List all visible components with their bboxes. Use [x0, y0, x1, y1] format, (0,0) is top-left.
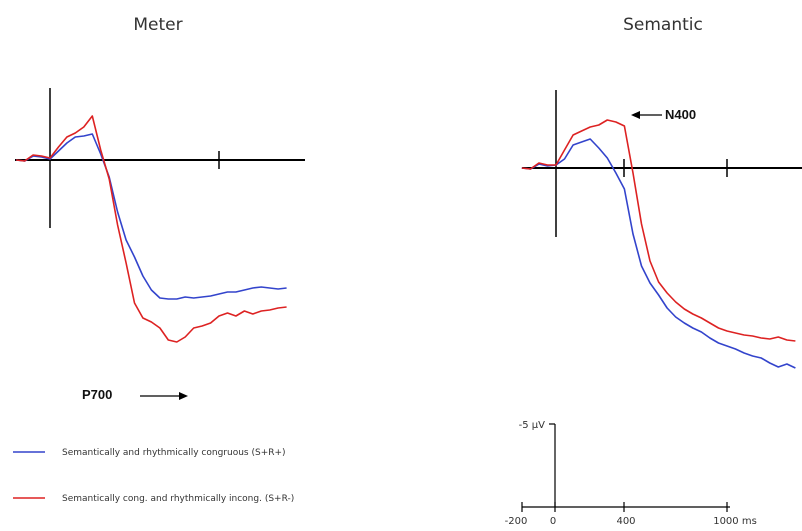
series-line-congruous: [16, 133, 287, 300]
annotation-label: N400: [665, 107, 696, 122]
scale-bar-tick-label: 400: [616, 516, 635, 527]
chart-title: Semantic: [623, 15, 703, 35]
annotation-label: P700: [82, 387, 112, 402]
legend-item: Semantically and rhythmically congruous …: [13, 448, 286, 458]
series-line-incongruous: [16, 115, 287, 343]
chart-title: Meter: [133, 15, 182, 35]
scale-bar-tick-label: 1000 ms: [713, 516, 757, 527]
scale-bar-voltage-label: -5 µV: [519, 420, 546, 431]
scale-bar-tick-label: 0: [550, 516, 556, 527]
scale-bar: -5 µV -200 0 400 1000 ms: [505, 420, 757, 527]
series-line-congruous: [521, 138, 796, 369]
p700-annotation: P700: [82, 387, 188, 402]
legend: Semantically and rhythmically congruous …: [13, 448, 294, 504]
series-layer: [16, 115, 287, 343]
legend-item: Semantically cong. and rhythmically inco…: [13, 494, 294, 504]
legend-label: Semantically and rhythmically congruous …: [62, 448, 286, 458]
meter-panel: Meter P700: [15, 15, 305, 402]
annotation-arrowhead: [631, 111, 640, 119]
series-layer: [521, 119, 796, 369]
semantic-panel: Semantic N400: [521, 15, 802, 369]
n400-annotation: N400: [631, 107, 696, 122]
scale-bar-tick-label: -200: [505, 516, 528, 527]
legend-label: Semantically cong. and rhythmically inco…: [62, 494, 294, 504]
annotation-arrowhead: [179, 392, 188, 400]
series-line-incongruous: [521, 119, 796, 342]
